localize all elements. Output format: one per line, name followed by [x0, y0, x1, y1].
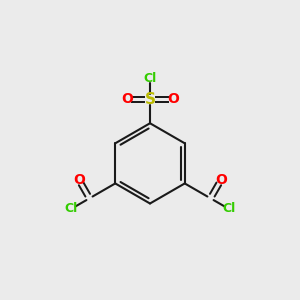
- Text: O: O: [121, 92, 133, 106]
- Text: S: S: [145, 92, 155, 107]
- Text: O: O: [73, 173, 85, 187]
- Text: Cl: Cl: [65, 202, 78, 215]
- Text: O: O: [215, 173, 227, 187]
- Text: Cl: Cl: [143, 72, 157, 85]
- Text: Cl: Cl: [222, 202, 235, 215]
- Text: O: O: [167, 92, 179, 106]
